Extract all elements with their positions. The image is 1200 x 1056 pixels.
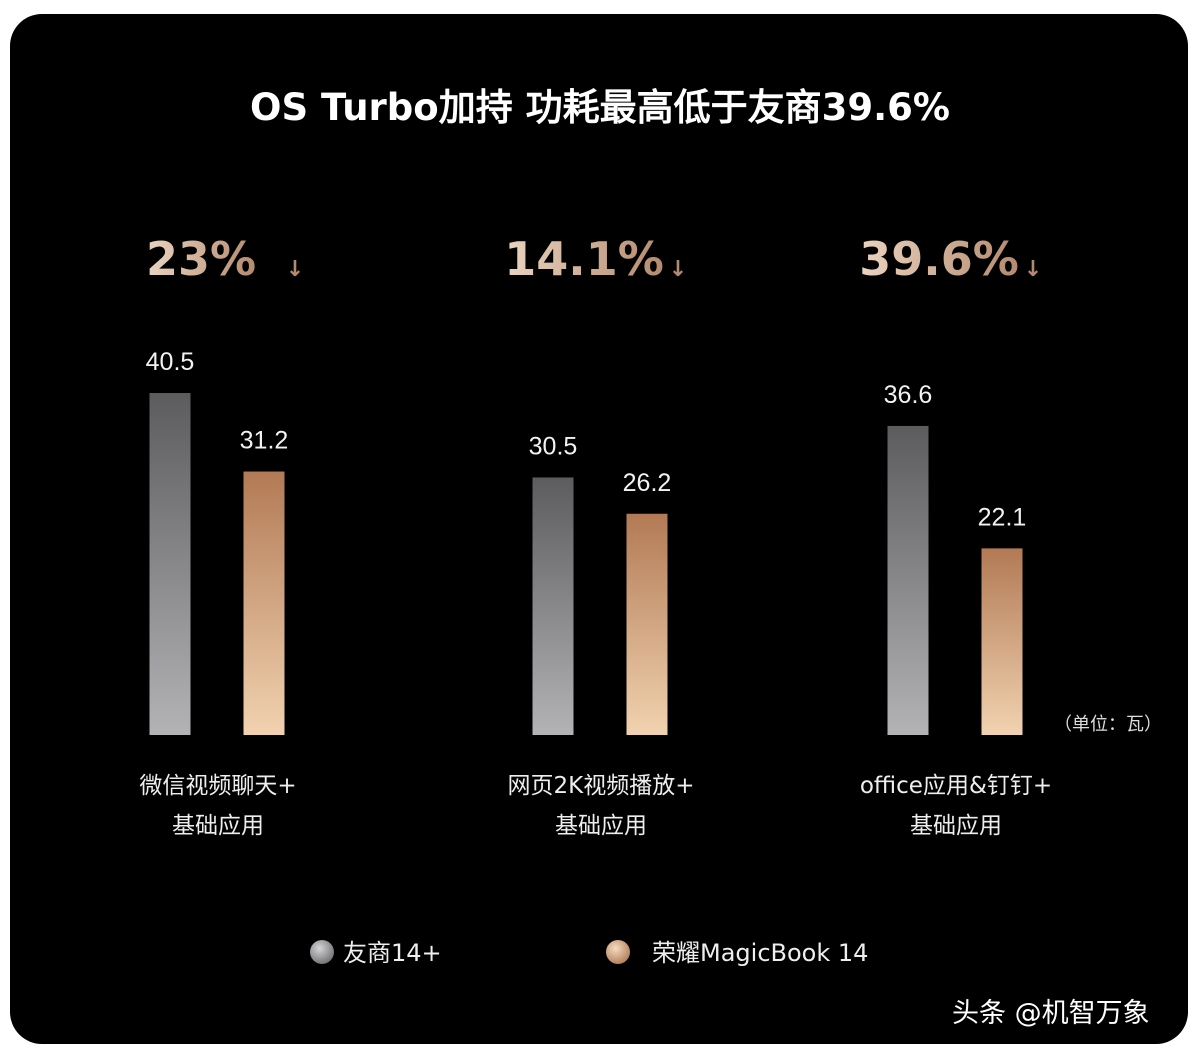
legend-swatch-competitor — [310, 940, 334, 964]
bar-competitor — [149, 393, 191, 735]
bar-competitor — [532, 477, 574, 735]
down-arrow-icon: ↓ — [286, 257, 304, 282]
legend-swatch-honor — [606, 940, 630, 964]
chart-title: OS Turbo加持 功耗最高低于友商39.6% — [250, 86, 950, 129]
bar-honor — [626, 513, 668, 735]
legend: 友商14+ 荣耀MagicBook 14 — [310, 939, 868, 967]
reduction-label: 14.1% — [504, 232, 664, 286]
watermark: 头条 @机智万象 — [952, 998, 1150, 1029]
value-label-honor: 26.2 — [623, 469, 672, 497]
category-label: 网页2K视频播放+ — [508, 773, 695, 799]
bar-honor — [243, 471, 285, 735]
legend-label-honor: 荣耀MagicBook 14 — [652, 939, 868, 967]
bar-competitor — [887, 425, 929, 735]
bar-chart: OS Turbo加持 功耗最高低于友商39.6% 23% ↓ 40.5 31.2 微信视… — [139, 86, 1162, 1029]
bar-honor — [981, 548, 1023, 735]
chart-card: OS Turbo加持 功耗最高低于友商39.6% 23% ↓ 40.5 31.2 微信视… — [10, 14, 1188, 1044]
reduction-label: 39.6% — [859, 232, 1019, 286]
legend-label-competitor: 友商14+ — [343, 939, 442, 967]
category-label: 基础应用 — [555, 813, 647, 839]
down-arrow-icon: ↓ — [669, 257, 687, 282]
value-label-competitor: 30.5 — [529, 432, 578, 460]
down-arrow-icon: ↓ — [1024, 257, 1042, 282]
category-label: 基础应用 — [172, 813, 264, 839]
category-label: 微信视频聊天+ — [139, 773, 296, 799]
category-label: 基础应用 — [910, 813, 1002, 839]
unit-label: （单位：瓦） — [1054, 714, 1162, 735]
value-label-competitor: 36.6 — [884, 381, 933, 409]
value-label-honor: 22.1 — [978, 503, 1027, 531]
value-label-honor: 31.2 — [240, 427, 289, 455]
category-label: office应用&钉钉+ — [860, 773, 1052, 799]
value-label-competitor: 40.5 — [146, 348, 195, 376]
reduction-label: 23% — [146, 232, 256, 286]
